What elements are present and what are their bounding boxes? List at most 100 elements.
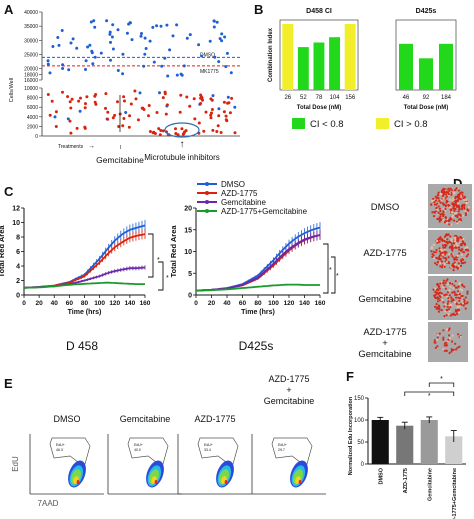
cell-dot (438, 220, 441, 223)
cell-dot (466, 292, 469, 295)
scatter-point-mk1775 (68, 100, 72, 104)
scatter-point-mk1775 (117, 125, 121, 128)
cell-dot (439, 201, 442, 204)
cell-dot (434, 251, 438, 254)
f-y-tick-label: 0 (361, 462, 365, 468)
scatter-point-dmso (108, 30, 112, 34)
scatter-point-mk1775 (228, 111, 232, 115)
cell-dot (434, 287, 437, 290)
cell-dot (447, 313, 450, 316)
d458-growth-xlabel: Time (hrs) (68, 309, 102, 316)
cell-dot (443, 251, 446, 254)
cell-dot (442, 187, 445, 190)
d425s-ci-tick-label: 46 (403, 95, 410, 101)
scatter-point-dmso (84, 68, 87, 71)
scatter-point-mk1775 (158, 133, 162, 137)
cell-dot (451, 282, 454, 285)
cell-dot (462, 304, 465, 307)
cell-dot (464, 248, 467, 251)
scatter-point-dmso (111, 47, 115, 51)
d425s-growth-x-tick-label: 60 (239, 300, 247, 307)
cell-dot (443, 239, 446, 242)
cell-dot (458, 282, 461, 286)
cell-dot (437, 298, 440, 301)
d425s-growth-y-tick-label: 5 (188, 271, 192, 278)
cell-dot (436, 333, 439, 337)
cell-dot (455, 265, 458, 269)
cell-dot (464, 261, 467, 264)
cell-dot (437, 293, 440, 296)
cell-dot (432, 243, 435, 246)
mk1775-label: MK1775 (200, 69, 219, 75)
f-sig-bracket (404, 391, 455, 396)
cell-dot (430, 203, 433, 206)
scatter-point-dmso (152, 60, 156, 64)
cell-dot (431, 211, 434, 214)
cell-dot (432, 215, 436, 218)
cell-dot (438, 332, 441, 335)
cell-dot (447, 233, 450, 236)
scatter-point-dmso (143, 52, 147, 56)
cell-dot (455, 211, 458, 214)
cell-dot (446, 295, 449, 298)
d458-sig-asterisk: * (166, 275, 169, 282)
cell-dot (445, 240, 448, 244)
flow-population-peak (298, 480, 302, 484)
scatter-point-mk1775 (133, 89, 137, 93)
cell-dot (453, 240, 456, 243)
scatter-point-mk1775 (192, 97, 196, 101)
cell-dot (454, 236, 457, 239)
d458-ci-tick-label: 52 (300, 95, 307, 101)
scatter-point-mk1775 (136, 118, 140, 122)
cell-dot (455, 187, 458, 190)
y-tick-label: 2000 (27, 124, 38, 130)
cell-dot (463, 242, 467, 246)
cell-dot (437, 310, 440, 313)
scatter-point-dmso (215, 20, 219, 24)
cell-dot (460, 253, 463, 256)
scatter-point-mk1775 (222, 100, 226, 104)
y-tick-label: 30000 (24, 38, 38, 44)
scatter-point-dmso (143, 36, 147, 40)
scatter-point-dmso (218, 37, 222, 41)
cell-dot (456, 346, 459, 349)
cell-dot (445, 309, 448, 312)
cell-dot (443, 315, 446, 318)
scatter-point-mk1775 (174, 132, 178, 135)
cell-dot (447, 338, 450, 341)
f-bar (445, 436, 463, 464)
cell-dot (458, 213, 461, 216)
cell-dot (447, 187, 450, 190)
scatter-point-mk1775 (209, 113, 213, 117)
scatter-point-dmso (213, 55, 217, 59)
scatter-point-dmso (69, 41, 73, 45)
cell-dot (456, 267, 459, 270)
scatter-point-dmso (108, 32, 112, 36)
cell-dot (448, 351, 451, 355)
scatter-point-mk1775 (227, 101, 231, 105)
cell-dot (445, 293, 448, 296)
condition-title: Gemcitabine (264, 396, 315, 406)
cell-dot (444, 193, 448, 196)
d425s-ci-bar (399, 43, 413, 90)
cell-dot (459, 194, 463, 197)
cell-dot (462, 237, 465, 241)
d458-growth-x-tick-label: 40 (51, 300, 59, 307)
cell-dot (457, 218, 460, 221)
cell-dot (443, 344, 446, 347)
cell-dot (457, 210, 460, 213)
scatter-point-dmso (88, 43, 92, 47)
cell-dot (436, 257, 440, 260)
d425s-sig-asterisk: * (329, 267, 332, 274)
edu-gate (49, 437, 91, 465)
legend-label: AZD-1775 (221, 189, 258, 198)
cell-dot (445, 344, 448, 347)
panel-label-e: E (4, 376, 13, 391)
legend-swatch-green (292, 118, 305, 129)
cell-dot (448, 223, 451, 226)
panel-b: B 26 52 78 104 156 D458 CI Total Dose (nM) Comb… (250, 0, 474, 170)
scatter-point-dmso (105, 19, 109, 23)
cell-dot (438, 287, 441, 290)
scatter-point-mk1775 (106, 117, 110, 121)
scatter-point-dmso (84, 59, 88, 63)
